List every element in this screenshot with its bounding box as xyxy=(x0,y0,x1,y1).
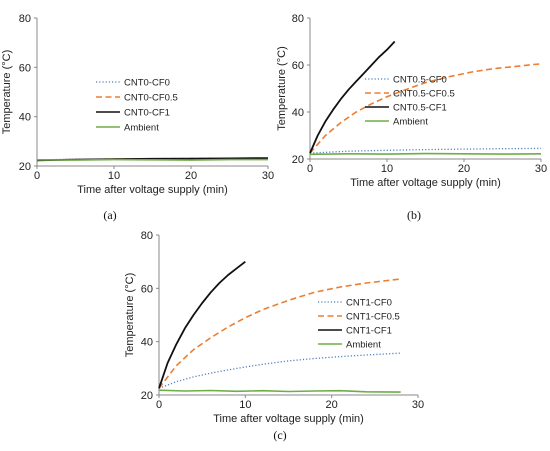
legend-label: CNT0-CF1 xyxy=(124,108,170,119)
x-tick-label: 20 xyxy=(326,399,338,411)
legend-label: Ambient xyxy=(346,340,381,351)
y-tick-label: 20 xyxy=(292,154,304,166)
x-axis-label: Time after voltage supply (min) xyxy=(77,184,228,196)
x-tick-label: 0 xyxy=(307,163,313,175)
x-tick-label: 0 xyxy=(34,170,40,182)
y-tick-label: 20 xyxy=(19,161,31,173)
y-axis-label: Temperature (°C) xyxy=(1,50,13,134)
legend-label: CNT0.5-CF0 xyxy=(393,75,447,86)
chart-panel-1: 0 10 20 30 20 40 60 80 Time after voltage supply… xyxy=(1,13,274,222)
legend-label: Ambient xyxy=(124,123,159,134)
legend: CNT0-CF0 CNT0-CF0.5 CNT0-CF1 Ambient xyxy=(96,78,178,134)
x-tick-label: 20 xyxy=(185,170,197,182)
y-tick-label: 80 xyxy=(292,13,304,25)
x-tick-label: 10 xyxy=(108,170,120,182)
legend-label: CNT1-CF0 xyxy=(346,298,392,309)
y-axis-label: Temperature (°C) xyxy=(276,46,288,130)
legend-label: CNT1-CF0.5 xyxy=(346,312,400,323)
legend-label: Ambient xyxy=(393,117,428,128)
x-tick-label: 10 xyxy=(239,399,251,411)
series-line-CNT0.5-CF0 xyxy=(309,147,542,154)
x-tick-label: 10 xyxy=(381,163,393,175)
y-tick-label: 60 xyxy=(292,60,304,72)
x-tick-label: 30 xyxy=(535,163,547,175)
legend-label: CNT1-CF1 xyxy=(346,326,392,337)
x-tick-label: 30 xyxy=(412,399,424,411)
legend-label: CNT0-CF0.5 xyxy=(124,93,178,104)
series-line-Ambient xyxy=(158,389,401,393)
x-tick-label: 30 xyxy=(262,170,274,182)
chart-panel-3: 0 10 20 30 20 40 60 80 Time after voltage supply… xyxy=(124,230,424,442)
y-tick-label: 20 xyxy=(141,390,153,402)
legend-label: CNT0-CF0 xyxy=(124,78,170,89)
series-line-CNT1-CF1 xyxy=(158,260,246,389)
y-tick-label: 80 xyxy=(19,13,31,25)
legend: CNT0.5-CF0 CNT0.5-CF0.5 CNT0.5-CF1 Ambient xyxy=(365,75,455,128)
series-line-CNT0.5-CF1 xyxy=(309,40,396,154)
legend-label: CNT0.5-CF0.5 xyxy=(393,89,455,100)
y-axis-label: Temperature (°C) xyxy=(124,273,136,357)
x-axis-label: Time after voltage supply (min) xyxy=(213,413,364,425)
series-line-Ambient xyxy=(309,152,542,156)
series-line-CNT1-CF0 xyxy=(158,352,401,389)
panel-label: (b) xyxy=(407,208,421,222)
series-line-Ambient xyxy=(36,158,268,161)
y-tick-label: 40 xyxy=(19,112,31,124)
y-tick-label: 80 xyxy=(141,230,153,242)
legend: CNT1-CF0 CNT1-CF0.5 CNT1-CF1 Ambient xyxy=(318,298,400,351)
panel-label: (a) xyxy=(103,208,116,222)
x-tick-label: 20 xyxy=(458,163,470,175)
y-tick-label: 60 xyxy=(19,62,31,74)
series-line-CNT0.5-CF0.5 xyxy=(309,63,542,154)
x-tick-label: 0 xyxy=(156,399,162,411)
x-axis-label: Time after voltage supply (min) xyxy=(350,177,501,189)
y-tick-label: 40 xyxy=(292,107,304,119)
panel-label: (c) xyxy=(273,428,286,442)
series-line-CNT1-CF0.5 xyxy=(158,278,401,389)
chart-panel-2: 0 10 20 30 20 40 60 80 Time after voltage supply… xyxy=(276,13,547,222)
y-tick-label: 40 xyxy=(141,337,153,349)
legend-label: CNT0.5-CF1 xyxy=(393,103,447,114)
y-tick-label: 60 xyxy=(141,283,153,295)
